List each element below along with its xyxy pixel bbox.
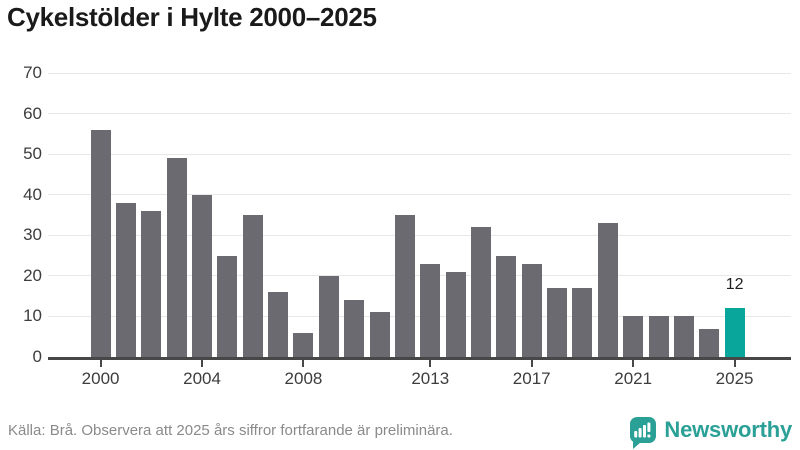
- speech-bubble-tail: [633, 442, 642, 449]
- bar-2019: [572, 288, 593, 357]
- bar-chart-speech-bubble-icon: [630, 417, 657, 449]
- x-axis-tick-2021: [632, 360, 635, 367]
- newsworthy-logo: Newsworthy: [630, 417, 792, 449]
- y-axis-label-40: 40: [23, 184, 42, 204]
- y-axis-label-30: 30: [23, 225, 42, 245]
- gridline-70: [48, 72, 791, 74]
- gridline-40: [48, 194, 791, 196]
- x-axis-tick-2017: [530, 360, 533, 367]
- y-axis-label-70: 70: [23, 63, 42, 82]
- bar-2015: [471, 227, 491, 357]
- gridline-60: [48, 113, 791, 115]
- gridline-10: [48, 315, 791, 317]
- gridline-20: [48, 275, 791, 277]
- x-axis-tick-2025: [733, 360, 736, 367]
- chart-title: Cykelstölder i Hylte 2000–2025: [7, 2, 377, 32]
- bar-2001: [115, 202, 136, 357]
- bar-2013: [420, 263, 441, 357]
- gridline-50: [48, 153, 791, 155]
- footer: Källa: Brå. Observera att 2025 års siffr…: [8, 414, 792, 449]
- y-axis-label-10: 10: [23, 306, 42, 326]
- bar-2021: [623, 316, 644, 357]
- bar-2016: [496, 255, 517, 357]
- bar-2006: [242, 215, 263, 357]
- x-axis-line: [48, 357, 791, 360]
- bar-2020: [597, 223, 618, 357]
- bar-2005: [217, 255, 238, 357]
- x-axis-tick-2008: [302, 360, 305, 367]
- bar-2014: [445, 271, 466, 357]
- bar-2011: [369, 312, 390, 357]
- y-axis-label-0: 0: [32, 347, 42, 366]
- y-axis-label-20: 20: [23, 265, 42, 285]
- bar-2012: [394, 215, 415, 357]
- bar-2008: [293, 332, 314, 357]
- bar-2023: [673, 316, 694, 357]
- x-axis-label-2021: 2021: [614, 369, 653, 388]
- x-axis-label-2004: 2004: [183, 369, 221, 388]
- bar-2017: [521, 263, 542, 357]
- source-note: Källa: Brå. Observera att 2025 års siffr…: [8, 421, 453, 439]
- bar-2004: [192, 194, 213, 357]
- x-axis-label-2000: 2000: [81, 369, 120, 388]
- x-axis-label-2008: 2008: [284, 369, 323, 388]
- x-axis-label-2025: 2025: [715, 369, 754, 388]
- bar-2009: [318, 275, 339, 357]
- bar-2018: [547, 288, 568, 357]
- x-axis-label-2017: 2017: [512, 369, 551, 388]
- bar-2022: [648, 316, 669, 357]
- x-axis-tick-2013: [429, 360, 432, 367]
- bar-2024: [699, 328, 720, 357]
- bar-2003: [166, 158, 187, 357]
- x-axis-tick-2004: [201, 360, 204, 367]
- bar-2025: [724, 308, 745, 357]
- gridline-30: [48, 234, 791, 236]
- newsworthy-logo-text: Newsworthy: [664, 417, 792, 442]
- x-axis-tick-2000: [99, 360, 102, 367]
- bar-2010: [344, 300, 365, 357]
- y-axis-label-50: 50: [23, 144, 42, 164]
- x-axis-label-2013: 2013: [411, 369, 450, 388]
- bar-2002: [141, 210, 162, 357]
- bar-2000: [90, 129, 111, 357]
- y-axis-label-60: 60: [23, 103, 42, 123]
- highlight-value-label: 12: [725, 276, 744, 294]
- bar-2007: [268, 292, 289, 357]
